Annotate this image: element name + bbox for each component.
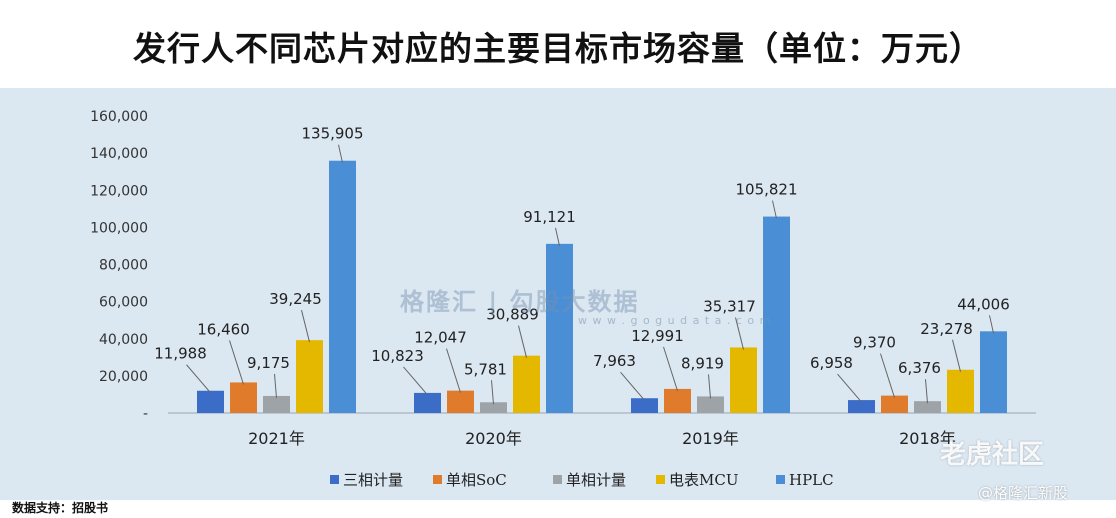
y-tick-label: 60,000 [99, 295, 148, 311]
data-label-leader [301, 310, 310, 343]
data-label-leader [837, 373, 862, 403]
y-tick-label: 100,000 [90, 220, 148, 236]
data-label: 10,823 [371, 347, 424, 365]
data-label-leader [952, 339, 961, 372]
data-label: 6,376 [898, 359, 941, 377]
data-label-leader [446, 348, 461, 393]
y-tick-label: 120,000 [90, 183, 148, 199]
x-tick-label: 2019年 [682, 429, 739, 448]
data-label: 8,919 [681, 354, 724, 372]
data-label-leader [491, 380, 494, 405]
bar [230, 382, 257, 413]
y-tick-label: 80,000 [99, 258, 148, 274]
bar [296, 340, 323, 413]
data-label-leader [772, 200, 777, 219]
data-label: 9,370 [853, 334, 896, 352]
legend-swatch [553, 475, 562, 484]
data-label: 12,991 [631, 327, 684, 345]
data-label-leader [518, 325, 527, 358]
data-label: 9,175 [247, 354, 290, 372]
y-tick-label: 160,000 [90, 109, 148, 125]
data-label: 105,821 [735, 181, 797, 199]
chart-title: 发行人不同芯片对应的主要目标市场容量（单位：万元） [133, 29, 983, 68]
community-watermark: 老虎社区 [940, 440, 1045, 470]
bar-chart: 160,000 140,000 120,000 100,000 80,000 60,000… [90, 109, 1036, 489]
data-label-leader [663, 346, 678, 392]
x-tick-label: 2021年 [248, 429, 305, 448]
bar [329, 160, 356, 413]
bar [263, 395, 290, 413]
watermark-url: w w w . g o g u d a t a . c o m [578, 314, 772, 327]
data-label-leader [403, 366, 428, 396]
bar [881, 395, 908, 413]
data-label: 6,958 [810, 354, 853, 372]
bar [480, 402, 507, 413]
data-label: 35,317 [703, 297, 756, 315]
data-label: 5,781 [464, 360, 507, 378]
data-label: 39,245 [269, 290, 322, 308]
data-label-leader [338, 144, 343, 163]
bar [980, 331, 1007, 413]
y-tick-label: - [143, 406, 148, 422]
y-tick-label: 40,000 [99, 332, 148, 348]
data-label-leader [186, 364, 211, 394]
chart-area: 160,000 140,000 120,000 100,000 80,000 60,000… [0, 88, 1116, 500]
bar [664, 388, 691, 413]
bar [197, 390, 224, 413]
bar [848, 400, 875, 413]
data-label-leader [925, 379, 928, 404]
data-label-leader [735, 317, 744, 350]
data-label: 7,963 [593, 352, 636, 370]
data-label: 91,121 [523, 208, 576, 226]
bar [513, 355, 540, 413]
bar [763, 216, 790, 413]
data-label: 16,460 [197, 320, 250, 338]
y-tick-label: 140,000 [90, 146, 148, 162]
data-label: 11,988 [154, 345, 207, 363]
bar [914, 401, 941, 413]
y-tick-label: 20,000 [99, 369, 148, 385]
bar [447, 390, 474, 413]
bar [730, 347, 757, 413]
legend-swatch [776, 475, 785, 484]
data-label: 23,278 [920, 320, 973, 338]
legend-label: 单相SoC [446, 471, 507, 489]
bar [414, 392, 441, 413]
data-label: 12,047 [414, 329, 467, 347]
legend-label: HPLC [789, 471, 834, 489]
bar [947, 369, 974, 413]
bar [631, 398, 658, 413]
data-label-leader [555, 227, 560, 246]
data-label: 30,889 [486, 306, 539, 324]
legend-label: 三相计量 [343, 471, 403, 489]
legend-swatch [330, 475, 339, 484]
data-label-leader [620, 371, 645, 401]
data-label-leader [229, 340, 244, 385]
data-label-leader [708, 374, 711, 399]
data-label: 135,905 [301, 125, 363, 143]
legend-swatch [656, 475, 665, 484]
community-handle: @格隆汇新股 [978, 484, 1069, 502]
watermark-brand: 格隆汇 | 勾股大数据 [400, 288, 640, 316]
x-tick-label: 2018年 [899, 429, 956, 448]
source-note: 数据支持：招股书 [12, 501, 109, 515]
data-label-leader [880, 353, 895, 398]
data-label-leader [989, 315, 994, 334]
bar [546, 243, 573, 413]
x-tick-label: 2020年 [465, 429, 522, 448]
legend-label: 电表MCU [669, 471, 738, 489]
data-label: 44,006 [957, 295, 1010, 313]
data-label-leader [274, 373, 277, 399]
legend-label: 单相计量 [566, 471, 626, 489]
bar [697, 396, 724, 413]
legend-swatch [433, 475, 442, 484]
